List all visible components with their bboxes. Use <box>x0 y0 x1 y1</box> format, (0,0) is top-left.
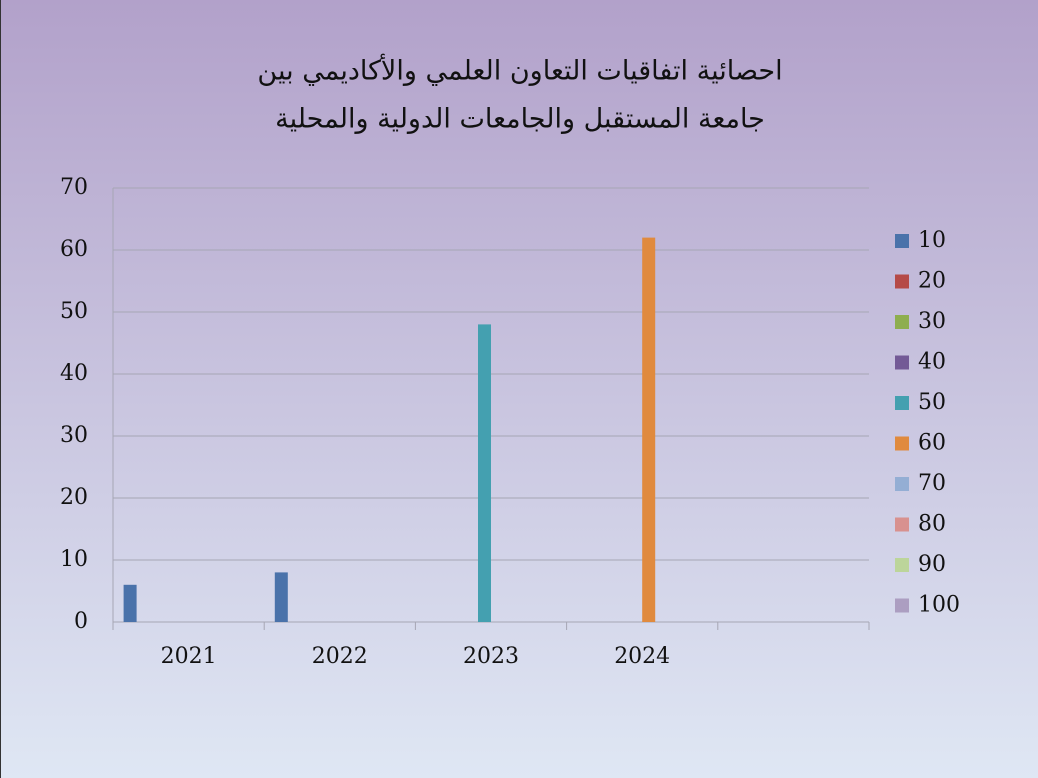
y-tick-label: 10 <box>60 547 88 572</box>
legend-swatch <box>895 477 909 491</box>
legend-swatch <box>895 598 909 613</box>
legend-label: 80 <box>918 512 946 537</box>
legend-label: 20 <box>918 269 946 294</box>
x-tick-label: 2022 <box>312 644 368 669</box>
legend-swatch <box>895 274 909 289</box>
legend-label: 10 <box>918 228 946 253</box>
legend-swatch <box>895 315 909 329</box>
chart-title: احصائية اتفاقيات التعاون العلمي والأكادي… <box>257 53 782 87</box>
legend-label: 50 <box>918 390 946 415</box>
legend-swatch <box>895 558 909 572</box>
y-tick-label: 20 <box>60 485 88 510</box>
legend-swatch <box>895 355 909 370</box>
y-tick-label: 50 <box>60 299 88 324</box>
y-tick-label: 40 <box>60 361 88 386</box>
legend-swatch <box>895 517 909 532</box>
legend-label: 70 <box>918 471 946 496</box>
legend-label: 60 <box>918 431 946 456</box>
bar <box>123 584 137 622</box>
bar <box>478 324 491 622</box>
legend-label: 40 <box>918 350 946 375</box>
legend-label: 100 <box>918 593 960 618</box>
legend-swatch <box>895 234 909 248</box>
y-tick-label: 30 <box>60 423 88 448</box>
legend-label: 30 <box>918 309 946 334</box>
legend-swatch <box>895 396 909 410</box>
x-tick-label: 2023 <box>463 644 519 669</box>
y-tick-label: 0 <box>74 609 88 634</box>
bar <box>642 237 656 622</box>
y-tick-label: 60 <box>60 237 88 262</box>
legend-label: 90 <box>918 552 946 577</box>
legend-swatch <box>895 436 909 451</box>
x-tick-label: 2024 <box>614 644 670 669</box>
bar <box>274 572 288 622</box>
chart-subtitle: جامعة المستقبل والجامعات الدولية والمحلي… <box>275 104 765 135</box>
x-tick-label: 2021 <box>161 644 217 669</box>
y-tick-label: 70 <box>60 175 88 200</box>
